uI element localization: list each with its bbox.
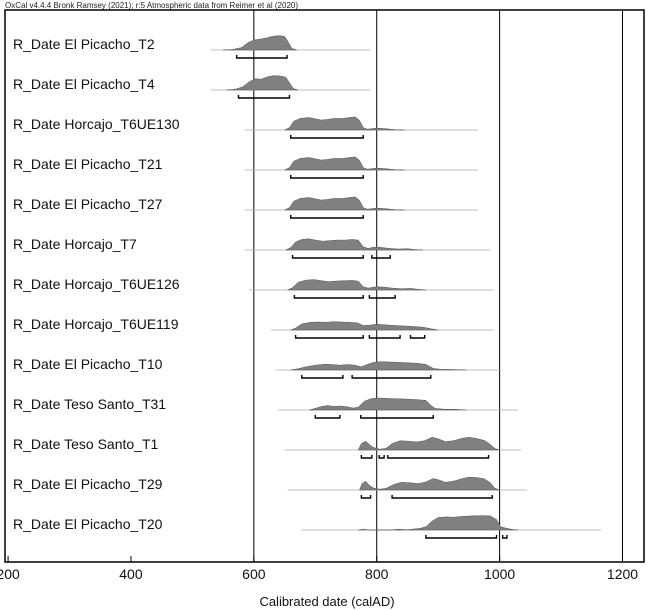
x-tick-label: 600 <box>242 566 266 582</box>
range-bracket <box>290 135 364 139</box>
date-row-label: R_Date El Picacho_T4 <box>13 76 155 92</box>
probability-distribution <box>226 75 299 91</box>
date-row: R_Date El Picacho_T4 <box>13 75 371 99</box>
range-bracket <box>371 255 391 259</box>
date-row-label: R_Date Horcajo_T6UE130 <box>13 116 180 132</box>
date-row-label: R_Date Horcajo_T6UE126 <box>13 276 180 292</box>
x-tick-label: 1200 <box>607 566 638 582</box>
range-bracket <box>387 455 490 459</box>
x-tick-label: 1000 <box>484 566 515 582</box>
range-bracket <box>501 535 508 539</box>
range-bracket <box>291 255 364 259</box>
range-bracket <box>301 375 344 379</box>
range-bracket <box>368 295 396 299</box>
probability-distribution <box>287 279 426 291</box>
range-bracket <box>409 335 426 339</box>
date-row-label: R_Date El Picacho_T2 <box>13 36 155 52</box>
date-row: R_Date Horcajo_T6UE126 <box>13 276 494 299</box>
range-bracket <box>237 95 291 99</box>
plot-frame <box>4 9 645 563</box>
probability-distribution <box>358 515 519 531</box>
range-bracket <box>235 55 288 59</box>
date-row: R_Date El Picacho_T29 <box>13 476 528 499</box>
date-row: R_Date El Picacho_T2 <box>13 35 371 59</box>
probability-distribution <box>284 116 405 131</box>
range-bracket <box>294 335 364 339</box>
date-row: R_Date El Picacho_T27 <box>13 196 479 219</box>
date-row: R_Date Horcajo_T6UE130 <box>13 116 479 139</box>
probability-distribution <box>284 196 405 211</box>
date-row-label: R_Date Horcajo_T6UE119 <box>13 316 179 332</box>
chart-header: OxCal v4.4.4 Bronk Ramsey (2021); r:5 At… <box>5 1 298 10</box>
date-row-label: R_Date El Picacho_T21 <box>13 156 163 172</box>
date-row-label: R_Date El Picacho_T27 <box>13 196 163 212</box>
probability-distribution <box>284 156 405 171</box>
range-bracket <box>351 375 432 379</box>
range-bracket <box>314 415 341 419</box>
date-row-label: R_Date Teso Santo_T31 <box>13 396 166 412</box>
probability-distribution <box>290 361 466 371</box>
date-row: R_Date El Picacho_T10 <box>13 356 501 379</box>
range-bracket <box>360 415 434 419</box>
probability-distribution <box>357 436 500 451</box>
x-tick-label: 400 <box>119 566 143 582</box>
range-bracket <box>360 495 372 499</box>
range-bracket <box>290 175 364 179</box>
range-bracket <box>360 455 373 459</box>
date-rows: R_Date El Picacho_T2 R_Date El Picacho_T4… <box>13 35 601 539</box>
date-row: R_Date Teso Santo_T1 <box>13 436 522 459</box>
date-row: R_Date El Picacho_T21 <box>13 156 479 179</box>
range-bracket <box>290 215 364 219</box>
probability-distribution <box>290 321 439 331</box>
gridlines <box>253 10 623 562</box>
x-axis-label: Calibrated date (calAD) <box>259 594 394 609</box>
date-row: R_Date Horcajo_T7 <box>13 236 491 259</box>
probability-distribution <box>359 476 500 491</box>
x-tick-label: 800 <box>365 566 389 582</box>
range-bracket <box>378 455 385 459</box>
range-bracket <box>293 295 364 299</box>
probability-distribution <box>285 238 423 251</box>
date-row: R_Date Teso Santo_T31 <box>13 396 519 419</box>
date-row-label: R_Date Horcajo_T7 <box>13 236 137 252</box>
range-bracket <box>368 335 401 339</box>
date-row-label: R_Date El Picacho_T20 <box>13 516 163 532</box>
date-row: R_Date El Picacho_T20 <box>13 515 601 539</box>
range-bracket <box>391 495 493 499</box>
probability-distribution <box>309 397 466 411</box>
date-row-label: R_Date El Picacho_T29 <box>13 476 163 492</box>
date-row-label: R_Date El Picacho_T10 <box>13 356 163 372</box>
probability-distribution <box>223 35 297 51</box>
date-row-label: R_Date Teso Santo_T1 <box>13 436 158 452</box>
range-bracket <box>425 535 498 539</box>
date-row: R_Date Horcajo_T6UE119 <box>13 316 494 339</box>
x-axis: 200 400 600 800 1000 1200 <box>0 556 638 582</box>
x-tick-label: 200 <box>0 566 20 582</box>
